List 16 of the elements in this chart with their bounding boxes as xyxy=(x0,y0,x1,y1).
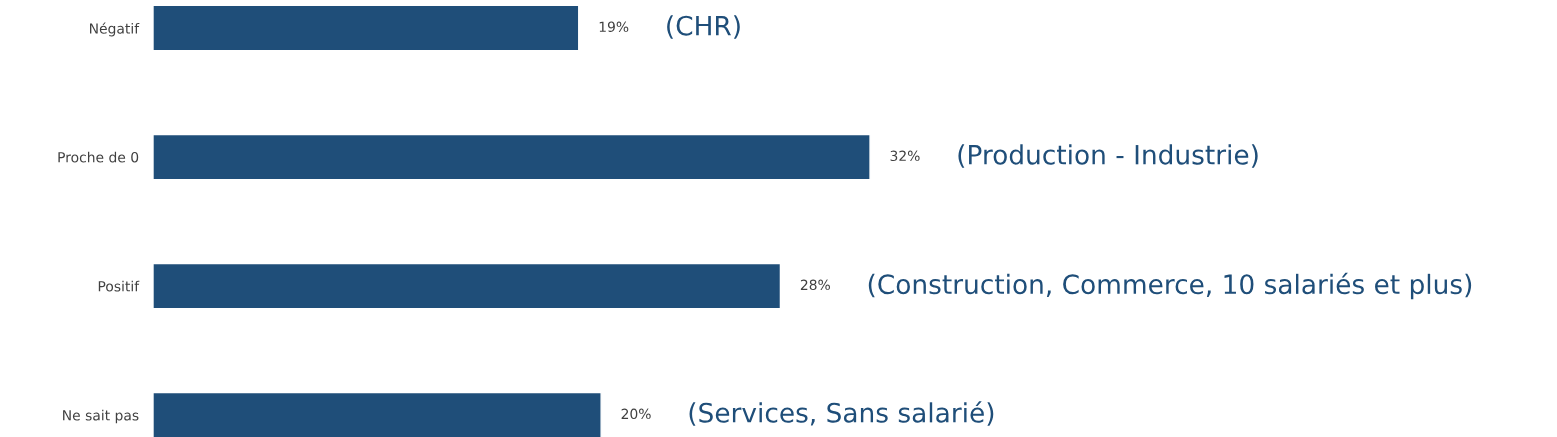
y-tick-label: Positif xyxy=(98,280,140,292)
y-tick-label: Ne sait pas xyxy=(63,409,139,424)
bar xyxy=(153,4,580,52)
bar xyxy=(153,133,871,181)
annotation: (Construction, Commerce, 10 salariés et plus) xyxy=(868,272,1472,300)
data-label: 20% xyxy=(621,408,651,420)
annotation: (Services, Sans salarié) xyxy=(689,401,994,426)
annotation: (CHR) xyxy=(667,15,740,39)
y-tick-label: Proche de 0 xyxy=(58,151,139,163)
bar xyxy=(153,262,782,310)
bar xyxy=(153,391,602,437)
data-label: 19% xyxy=(599,21,629,33)
data-label: 28% xyxy=(800,279,830,291)
text: (Production - Industrie) xyxy=(958,144,1258,168)
data-label: 32% xyxy=(890,150,920,162)
y-tick-label: Négatif xyxy=(90,22,140,37)
